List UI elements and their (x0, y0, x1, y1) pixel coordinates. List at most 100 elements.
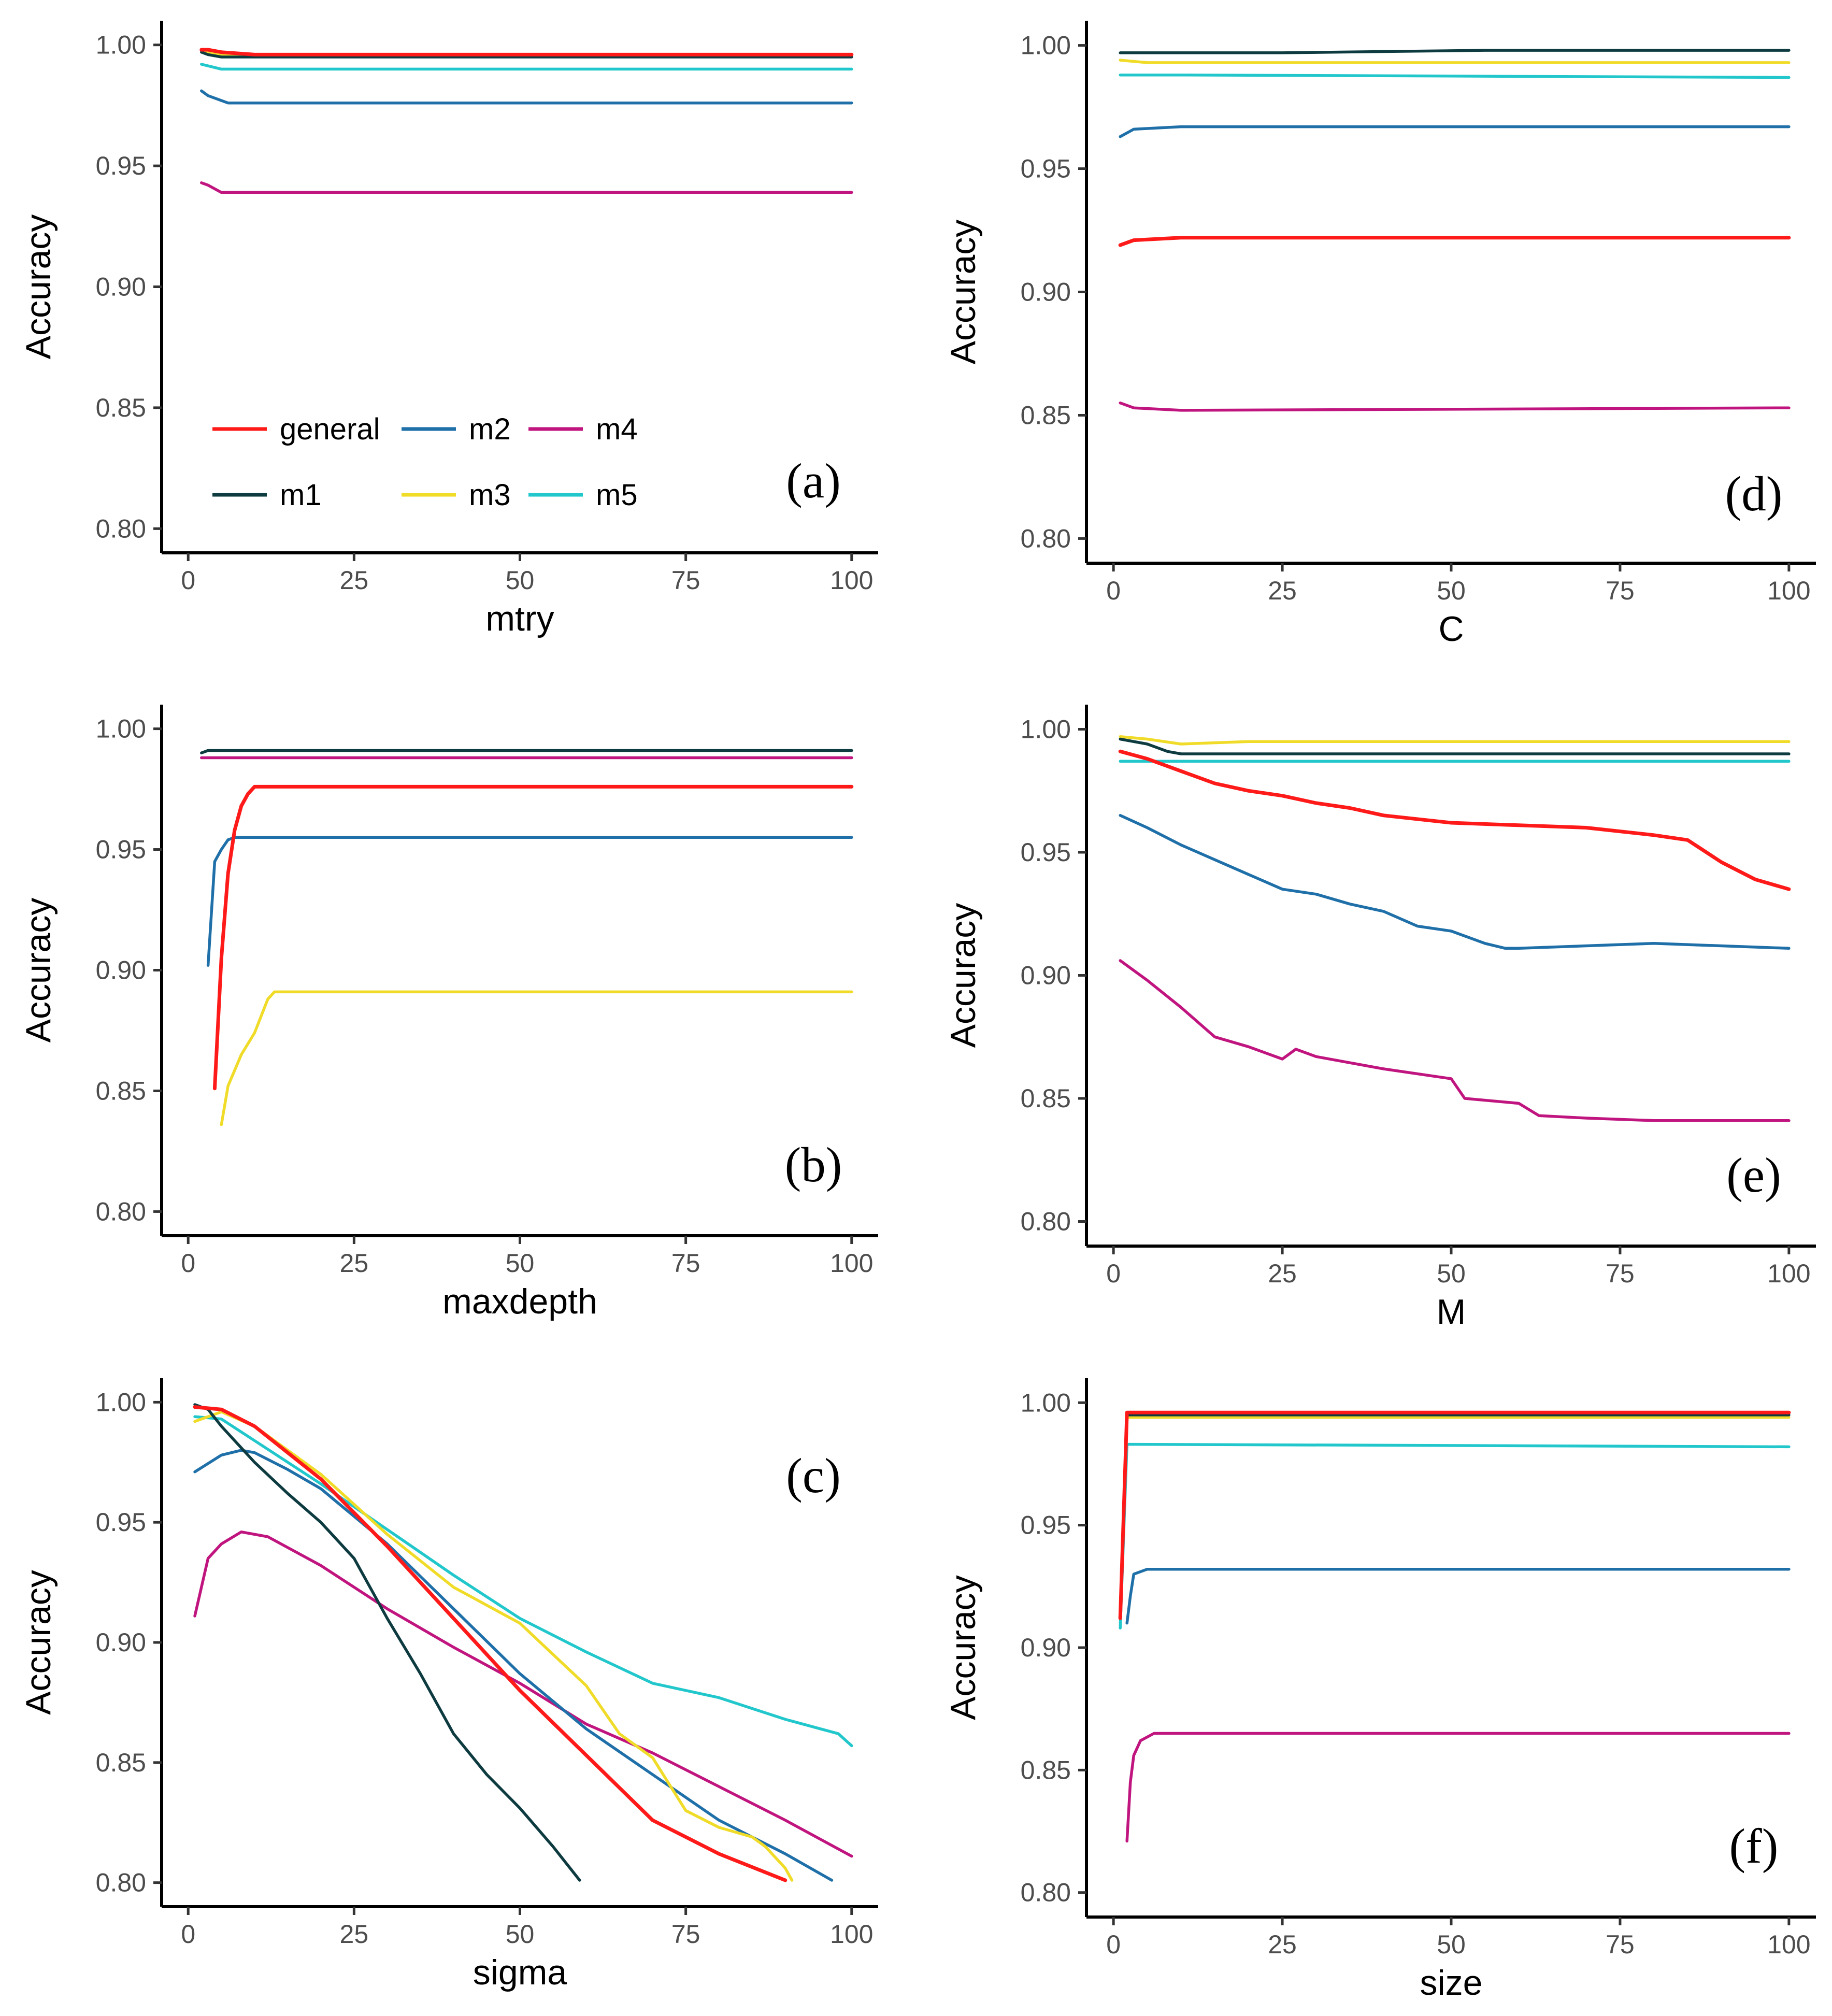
x-tick-label: 25 (340, 1249, 369, 1278)
x-axis-title: mtry (485, 599, 554, 638)
y-axis-title: Accuracy (19, 215, 58, 360)
x-axis-title: C (1438, 609, 1464, 649)
x-tick-label: 0 (1106, 576, 1121, 605)
x-tick-label: 100 (1767, 1930, 1810, 1959)
x-tick-label: 75 (1606, 1259, 1635, 1288)
legend-label-m4: m4 (596, 412, 638, 446)
series-line-m3 (220, 990, 853, 1126)
y-axis-title: Accuracy (943, 903, 983, 1048)
series-line-m2 (200, 89, 853, 105)
y-tick-label: 1.00 (96, 714, 146, 744)
panel-c: 0.80 0.85 0.90 0.95 1.00 0 25 50 75 100 sigma Accur… (19, 1378, 878, 1992)
panel-a: 0.80 0.85 0.90 0.95 1.00 0 25 50 75 100 mtry Accura… (19, 21, 878, 638)
series-line-m5 (193, 1415, 853, 1748)
y-axis-title: Accuracy (19, 1570, 58, 1715)
x-tick-label: 75 (1606, 1930, 1635, 1959)
x-tick-label: 50 (506, 1920, 535, 1949)
x-tick-label: 0 (181, 566, 195, 595)
x-tick-label: 75 (671, 566, 700, 595)
legend-label-general: general (280, 412, 380, 446)
y-tick-label: 1.00 (96, 31, 146, 60)
series-line-m3 (1119, 59, 1791, 64)
y-tick-label: 1.00 (1021, 1388, 1071, 1417)
series-line-m4 (193, 1530, 853, 1858)
panel-label: (c) (786, 1448, 840, 1503)
series-line-general (199, 48, 854, 56)
y-tick-label: 1.00 (1021, 715, 1071, 744)
y-tick-label: 0.95 (1021, 154, 1071, 183)
x-tick-label: 75 (1606, 576, 1635, 605)
x-tick-label: 0 (1106, 1259, 1121, 1288)
legend: general m2 m4 m1 m3 m5 (212, 412, 638, 512)
series-line-m2 (1125, 1567, 1791, 1625)
y-tick-label: 0.85 (1021, 1755, 1071, 1784)
panel-e: 0.80 0.85 0.90 0.95 1.00 0 25 50 75 100 M Accuracy (… (943, 705, 1816, 1332)
series-line-m2 (1119, 814, 1791, 950)
y-tick-label: 0.80 (1021, 524, 1071, 553)
y-tick-label: 0.90 (1021, 961, 1071, 990)
y-tick-label: 0.80 (1021, 1207, 1071, 1236)
y-tick-label: 0.85 (96, 1748, 146, 1777)
series-line-m5 (1119, 73, 1791, 79)
series-line-general (193, 1405, 788, 1882)
y-tick-label: 0.95 (96, 1508, 146, 1537)
y-tick-label: 0.95 (1021, 1511, 1071, 1540)
x-axis-title: maxdepth (442, 1282, 597, 1321)
panel-label: (a) (786, 453, 840, 508)
y-axis-title: Accuracy (943, 220, 983, 365)
series-line-m4 (200, 181, 853, 194)
x-tick-label: 0 (1106, 1930, 1121, 1959)
y-tick-label: 0.95 (1021, 838, 1071, 867)
y-tick-label: 0.80 (96, 1868, 146, 1897)
x-axis-title: sigma (473, 1953, 567, 1992)
y-tick-label: 0.85 (1021, 401, 1071, 430)
series-line-m2 (1119, 125, 1791, 138)
legend-label-m3: m3 (469, 478, 511, 512)
series-line-general (1118, 749, 1791, 891)
y-tick-label: 0.80 (96, 1197, 146, 1226)
y-tick-label: 0.80 (96, 514, 146, 543)
x-tick-label: 50 (1437, 576, 1466, 605)
series-line-m4 (1119, 959, 1791, 1122)
panel-f: 0.80 0.85 0.90 0.95 1.00 0 25 50 75 100 size Accura… (943, 1378, 1816, 2003)
series-line-m1 (200, 50, 853, 59)
panel-label: (d) (1725, 466, 1783, 521)
y-tick-label: 0.80 (1021, 1878, 1071, 1907)
series-line-general (1118, 1410, 1791, 1620)
y-tick-label: 0.95 (96, 151, 146, 180)
x-tick-label: 0 (181, 1920, 195, 1949)
legend-label-m5: m5 (596, 478, 638, 512)
x-tick-label: 25 (340, 566, 369, 595)
panel-label: (f) (1729, 1819, 1779, 1874)
series-line-general (1118, 236, 1791, 247)
x-tick-label: 100 (1767, 1259, 1810, 1288)
x-tick-label: 50 (506, 566, 535, 595)
series-line-m1 (1119, 49, 1791, 54)
panel-d: 0.80 0.85 0.90 0.95 1.00 0 25 50 75 100 C Accuracy (… (943, 21, 1816, 649)
y-axis-title: Accuracy (943, 1575, 983, 1720)
series-line-m1 (200, 749, 853, 754)
x-axis-title: size (1420, 1963, 1483, 2003)
series-line-general (212, 784, 854, 1091)
x-tick-label: 100 (830, 1920, 873, 1949)
x-tick-label: 25 (340, 1920, 369, 1949)
y-tick-label: 0.90 (96, 956, 146, 985)
x-tick-label: 100 (830, 566, 873, 595)
x-tick-label: 25 (1268, 1259, 1297, 1288)
y-tick-label: 1.00 (96, 1388, 146, 1417)
series-line-m4 (1125, 1732, 1791, 1843)
x-tick-label: 75 (671, 1249, 700, 1278)
y-tick-label: 0.95 (96, 835, 146, 864)
series-line-m2 (206, 836, 853, 967)
x-tick-label: 100 (830, 1249, 873, 1278)
series-line-m3 (193, 1410, 794, 1882)
x-tick-label: 75 (671, 1920, 700, 1949)
y-tick-label: 0.85 (96, 393, 146, 422)
y-tick-label: 0.85 (1021, 1084, 1071, 1113)
y-axis-title: Accuracy (19, 898, 58, 1043)
x-tick-label: 50 (1437, 1259, 1466, 1288)
series-line-m5 (200, 63, 853, 71)
series-line-m1 (1119, 737, 1791, 755)
x-tick-label: 25 (1268, 576, 1297, 605)
x-tick-label: 50 (1437, 1930, 1466, 1959)
